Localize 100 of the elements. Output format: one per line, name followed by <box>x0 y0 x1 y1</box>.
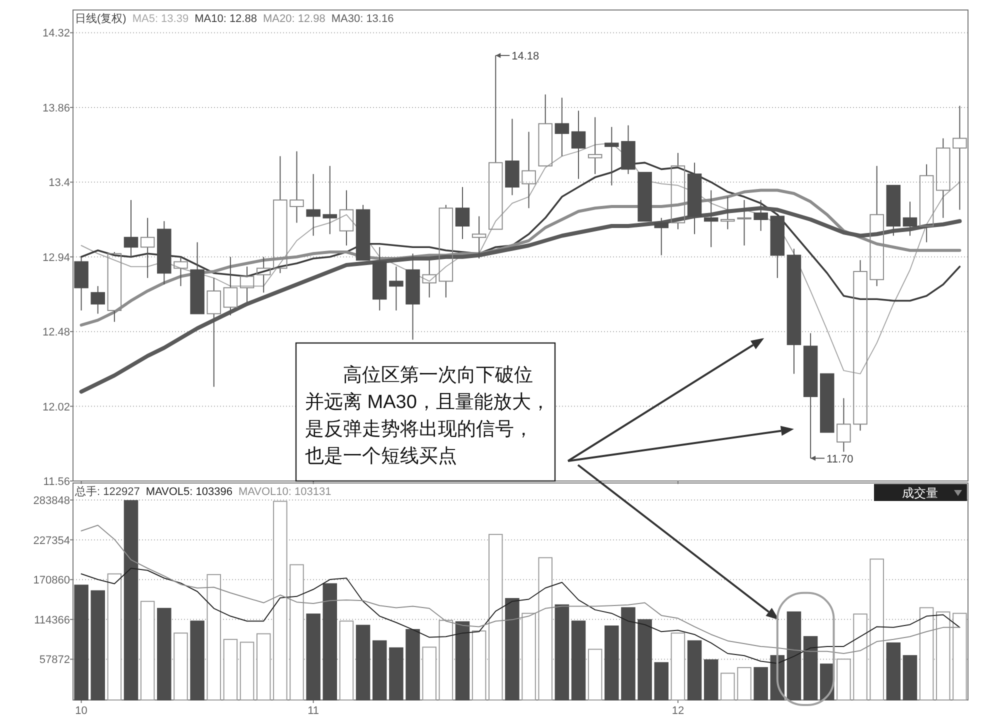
chart-title: 日线(复权) <box>75 12 126 25</box>
candlestick <box>604 126 619 186</box>
candlestick <box>223 256 238 316</box>
bar <box>223 638 238 700</box>
bar <box>638 619 652 700</box>
bar <box>588 648 602 700</box>
x-tick-label: 11 <box>308 705 320 717</box>
bar <box>952 612 967 700</box>
candlestick <box>786 248 802 374</box>
candlestick <box>140 217 155 278</box>
candlestick <box>157 220 172 285</box>
bar <box>853 614 868 700</box>
candlestick <box>389 266 404 311</box>
candlestick <box>256 256 271 294</box>
bar <box>720 672 735 700</box>
text: MA30: 13.16 <box>331 13 394 25</box>
chart-subtitle: 成交量 <box>902 486 938 500</box>
bar <box>687 640 702 700</box>
y-tick-label: 12.94 <box>42 252 70 264</box>
bar <box>621 607 636 700</box>
y-tick-label: 283848 <box>33 495 70 508</box>
annotation: 11.70 <box>826 453 854 466</box>
bar <box>902 655 918 700</box>
bar <box>406 629 420 700</box>
candlestick <box>455 186 470 240</box>
y-tick-label: 114366 <box>34 614 70 626</box>
line-series <box>80 162 961 302</box>
bar <box>836 658 851 700</box>
bar <box>124 500 138 700</box>
bar <box>604 626 619 700</box>
candlestick <box>588 116 602 175</box>
bar <box>455 621 470 700</box>
y-tick-label: 11.56 <box>43 476 70 488</box>
text: MA10: 12.88 <box>194 13 257 25</box>
bar <box>438 620 454 700</box>
bar <box>290 564 304 700</box>
bar <box>522 612 536 700</box>
candlestick <box>621 124 636 175</box>
bar <box>74 584 88 700</box>
candlestick <box>406 253 420 340</box>
bar <box>505 598 520 700</box>
bar <box>554 604 570 700</box>
bar <box>190 620 204 700</box>
y-tick-label: 170860 <box>33 574 70 587</box>
text: MA5: 13.39 <box>132 13 189 25</box>
chart-title: 总手: 122927 <box>74 485 140 498</box>
bar <box>803 636 818 700</box>
candlestick <box>522 131 536 209</box>
text: MAVOL10: 103131 <box>238 486 332 498</box>
bar <box>273 500 288 700</box>
y-tick-label: 14.32 <box>42 28 70 40</box>
bar <box>870 558 884 700</box>
line-series <box>80 524 960 654</box>
candlestick <box>90 286 105 314</box>
candlestick <box>472 216 486 259</box>
bar <box>472 630 486 700</box>
bar <box>174 632 188 700</box>
bar <box>704 659 718 700</box>
x-tick-label: 12 <box>672 705 684 717</box>
bar <box>356 624 370 700</box>
y-tick-label: 12.48 <box>42 326 70 339</box>
candlestick <box>571 110 586 180</box>
candlestick <box>853 260 868 432</box>
bar <box>322 583 338 700</box>
line-series <box>80 568 960 664</box>
candlestick <box>505 118 520 196</box>
candlestick <box>936 138 950 218</box>
bar <box>786 611 802 700</box>
bar <box>936 611 950 700</box>
annotation: 高位区第一次向下破位并远离 MA30，且量能放大，是反弹走势将出现的信号，也是一个短线买点 <box>305 364 550 467</box>
candlestick <box>836 398 851 452</box>
candlestick <box>422 260 436 298</box>
text: MAVOL5: 103396 <box>146 486 232 498</box>
bar <box>670 632 686 700</box>
bar <box>90 590 105 700</box>
bar <box>488 534 503 700</box>
bar <box>422 646 436 700</box>
bar <box>206 574 222 700</box>
bar <box>256 633 271 700</box>
bar <box>157 608 172 700</box>
y-tick-label: 12.02 <box>42 401 70 414</box>
bar <box>886 642 901 700</box>
bar <box>372 640 387 700</box>
bar <box>538 557 552 700</box>
y-tick-label: 57872 <box>39 654 70 666</box>
bar <box>389 647 404 700</box>
candlestick <box>206 277 222 388</box>
candlestick <box>654 217 669 256</box>
x-tick-label: 10 <box>75 705 88 717</box>
candlestick <box>322 165 338 235</box>
bar <box>339 620 354 700</box>
bar <box>140 600 155 700</box>
bar <box>571 620 586 700</box>
bar <box>737 667 752 700</box>
bar <box>654 662 669 700</box>
y-tick-label: 227354 <box>33 534 70 547</box>
y-tick-label: 13.86 <box>42 102 70 114</box>
candlestick <box>372 246 387 311</box>
candlestick <box>339 190 354 246</box>
candlestick <box>124 200 138 258</box>
